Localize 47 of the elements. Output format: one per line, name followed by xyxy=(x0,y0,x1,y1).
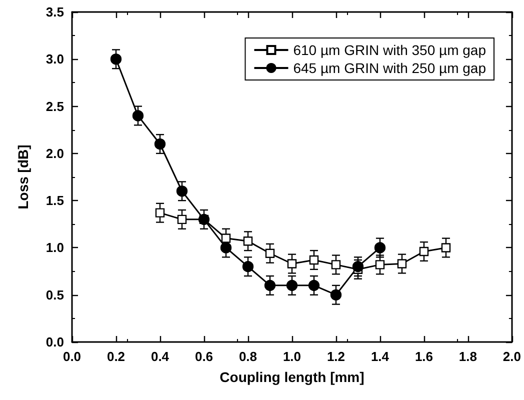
x-tick-label: 0.2 xyxy=(106,349,126,364)
x-tick-label: 1.4 xyxy=(370,349,390,364)
point xyxy=(352,260,364,272)
point xyxy=(176,186,188,197)
y-tick-label: 1.0 xyxy=(46,240,64,256)
point xyxy=(221,234,231,243)
y-tick-label: 0.5 xyxy=(46,287,64,302)
x-tick-label: 0.8 xyxy=(238,349,258,364)
point xyxy=(177,214,187,224)
y-axis-title: Loss [dB] xyxy=(15,144,31,210)
point xyxy=(397,259,407,268)
point xyxy=(375,260,385,270)
x-tick-label: 2.0 xyxy=(502,349,522,364)
point xyxy=(286,280,298,292)
point xyxy=(308,280,320,292)
point xyxy=(242,260,254,272)
x-tick-label: 1.8 xyxy=(458,349,478,364)
point xyxy=(264,280,276,292)
y-tick-label: 2.5 xyxy=(46,98,64,114)
y-tick-label: 2.0 xyxy=(46,146,64,161)
point xyxy=(132,110,144,122)
point xyxy=(287,259,297,268)
point xyxy=(110,54,122,65)
point xyxy=(419,246,429,256)
y-tick-label: 3.0 xyxy=(46,52,64,67)
point xyxy=(243,236,253,246)
y-tick-label: 3.5 xyxy=(46,4,64,20)
x-tick-label: 0.0 xyxy=(62,349,82,364)
point xyxy=(441,243,451,252)
x-tick-label: 1.6 xyxy=(414,349,434,364)
x-tick-label: 1.2 xyxy=(326,349,346,364)
x-tick-label: 0.6 xyxy=(194,349,214,364)
x-axis-title: Coupling length [mm] xyxy=(220,369,364,385)
y-tick-label: 1.5 xyxy=(46,193,64,208)
point xyxy=(220,242,232,254)
y-tick-label: 0.0 xyxy=(46,334,64,350)
legend-label: 610 µm GRIN with 350 µm gap xyxy=(293,42,486,58)
legend-label: 645 µm GRIN with 250 µm gap xyxy=(293,60,486,76)
x-tick-label: 0.4 xyxy=(150,349,170,364)
point xyxy=(309,255,319,265)
point xyxy=(155,208,165,218)
point xyxy=(154,138,166,150)
point xyxy=(265,248,275,258)
point xyxy=(331,260,341,270)
point xyxy=(330,289,342,300)
x-tick-label: 1.0 xyxy=(282,349,302,364)
point xyxy=(374,242,386,254)
